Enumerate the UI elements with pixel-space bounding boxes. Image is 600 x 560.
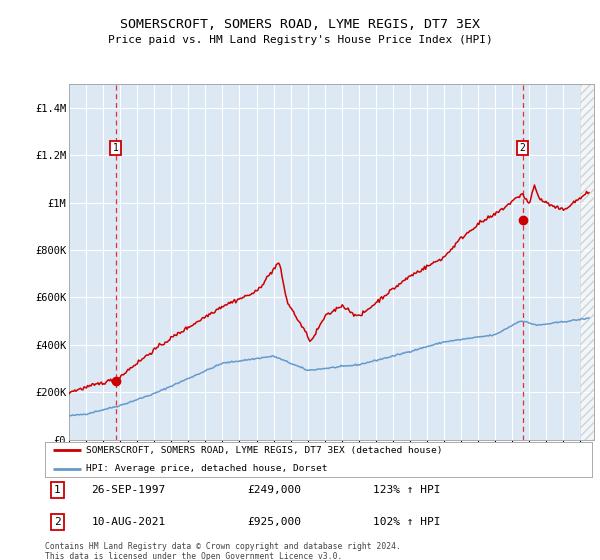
Text: 1: 1 [53, 486, 61, 496]
Text: £925,000: £925,000 [247, 517, 301, 527]
Text: 26-SEP-1997: 26-SEP-1997 [92, 486, 166, 496]
Text: HPI: Average price, detached house, Dorset: HPI: Average price, detached house, Dors… [86, 464, 328, 473]
Text: 10-AUG-2021: 10-AUG-2021 [92, 517, 166, 527]
Text: 2: 2 [520, 143, 526, 153]
Text: 1: 1 [113, 143, 118, 153]
Text: 102% ↑ HPI: 102% ↑ HPI [373, 517, 441, 527]
Text: SOMERSCROFT, SOMERS ROAD, LYME REGIS, DT7 3EX: SOMERSCROFT, SOMERS ROAD, LYME REGIS, DT… [120, 18, 480, 31]
Text: £249,000: £249,000 [247, 486, 301, 496]
Text: 2: 2 [53, 517, 61, 527]
Text: Price paid vs. HM Land Registry's House Price Index (HPI): Price paid vs. HM Land Registry's House … [107, 35, 493, 45]
Bar [580, 84, 600, 440]
Text: Contains HM Land Registry data © Crown copyright and database right 2024.
This d: Contains HM Land Registry data © Crown c… [45, 542, 401, 560]
Text: 123% ↑ HPI: 123% ↑ HPI [373, 486, 441, 496]
Text: SOMERSCROFT, SOMERS ROAD, LYME REGIS, DT7 3EX (detached house): SOMERSCROFT, SOMERS ROAD, LYME REGIS, DT… [86, 446, 443, 455]
